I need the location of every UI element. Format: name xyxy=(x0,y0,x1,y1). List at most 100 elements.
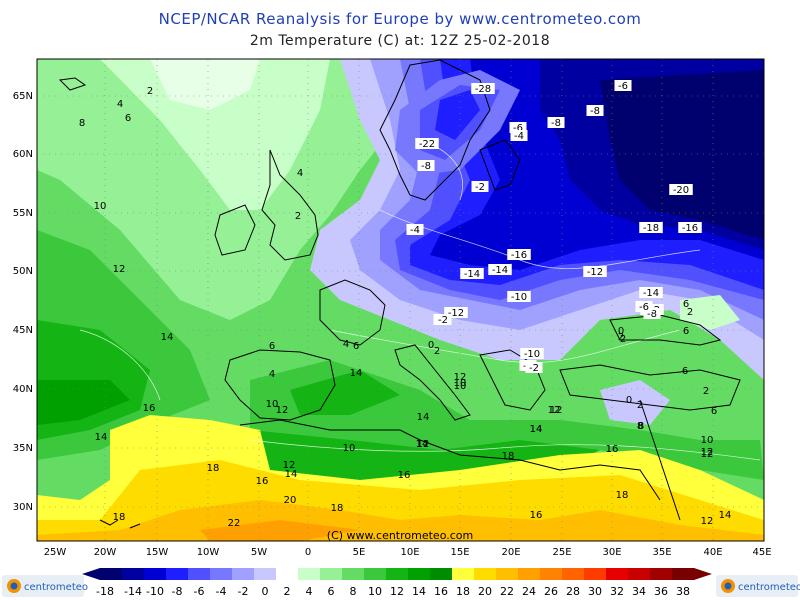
legend-tick-label: 12 xyxy=(390,585,404,598)
contour-label: 2 xyxy=(637,400,643,411)
contour-label: 14 xyxy=(530,424,543,435)
legend-swatch xyxy=(100,568,123,580)
contour-label: 4 xyxy=(343,339,349,350)
lon-label: 30E xyxy=(602,547,621,558)
legend-tick-label: 24 xyxy=(522,585,536,598)
legend-swatch xyxy=(188,568,211,580)
lon-label: 25W xyxy=(44,547,67,558)
contour-label: 6 xyxy=(711,406,717,417)
contour-label: -22 xyxy=(419,139,435,150)
contour-label-bg xyxy=(635,301,653,312)
contour-label: 6 xyxy=(683,299,689,310)
contour-label: 16 xyxy=(606,444,619,455)
contour-label: 14 xyxy=(416,439,429,450)
contour-label: 6 xyxy=(682,366,688,377)
contour-label: 10 xyxy=(266,399,279,410)
copyright-text: (C) www.centrometeo.com xyxy=(327,529,473,542)
contour-label: -6 xyxy=(639,302,649,313)
contour-label: 20 xyxy=(284,495,297,506)
contour-label-bg xyxy=(488,264,512,275)
contour-label: -2 xyxy=(438,315,448,326)
contour-label-bg xyxy=(510,130,528,141)
legend-swatch xyxy=(232,568,255,580)
contour-label: 18 xyxy=(207,463,220,474)
contour-label: 10 xyxy=(454,378,467,389)
legend-tick-label: 6 xyxy=(328,585,335,598)
lon-label: 10W xyxy=(197,547,220,558)
contour-label: 12 xyxy=(548,405,561,416)
legend-tick-label: 20 xyxy=(478,585,492,598)
contour-label: -12 xyxy=(448,308,464,319)
contour-label: -6 xyxy=(618,81,628,92)
contour-label: -2 xyxy=(529,363,539,374)
contour-label: -2 xyxy=(475,182,485,193)
legend-tick-label: 32 xyxy=(610,585,624,598)
lon-label: 0 xyxy=(305,547,311,558)
contour-label-bg xyxy=(460,268,484,279)
color-legend: -18 -14 -10 -8 -6 -4 -2 0 2 4 6 8 10 12 14 16 18 20 22 24 26… xyxy=(82,568,712,598)
legend-tick-label: 36 xyxy=(654,585,668,598)
contour-label: 2 xyxy=(687,307,693,318)
contour-label: 14 xyxy=(417,412,430,423)
legend-tick-label: 14 xyxy=(412,585,426,598)
contour-label: -16 xyxy=(682,223,698,234)
contour-label-bg xyxy=(643,308,661,319)
contour-label: -8 xyxy=(590,106,600,117)
contour-label: -8 xyxy=(551,118,561,129)
legend-tick-label: 8 xyxy=(350,585,357,598)
contour-label-bg xyxy=(509,122,527,133)
legend-swatch xyxy=(628,568,651,580)
legend-swatch xyxy=(298,568,321,580)
contour-label: 6 xyxy=(353,341,359,352)
lon-label: 5E xyxy=(353,547,366,558)
legend-swatch xyxy=(320,568,343,580)
legend-tick-label: 28 xyxy=(566,585,580,598)
legend-swatch xyxy=(584,568,607,580)
lat-label: 30N xyxy=(13,502,33,513)
contour-label: 12 xyxy=(701,447,714,458)
legend-swatch xyxy=(518,568,541,580)
lon-label: 20W xyxy=(94,547,117,558)
legend-tick-label: 38 xyxy=(676,585,690,598)
contour-label-bg xyxy=(525,362,543,373)
contour-label: -16 xyxy=(511,250,527,261)
contour-label: 18 xyxy=(616,490,629,501)
contour-label-bg xyxy=(444,307,468,318)
contour-label-bg xyxy=(417,160,435,171)
longitude-labels: 25W 20W 15W 10W 5W 0 5E 10E 15E 20E 25E … xyxy=(44,547,772,558)
legend-swatch xyxy=(342,568,365,580)
contour-label: -14 xyxy=(643,288,659,299)
contour-label: 14 xyxy=(161,332,174,343)
contour-label: 10 xyxy=(454,381,467,392)
legend-tick-label: 10 xyxy=(368,585,382,598)
legend-swatch xyxy=(562,568,585,580)
lat-label: 60N xyxy=(13,149,33,160)
contour-label: 10 xyxy=(94,201,107,212)
contour-label-bg xyxy=(547,117,565,128)
contour-label: -20 xyxy=(673,185,689,196)
contour-label: -10 xyxy=(511,292,527,303)
legend-tick-label: -10 xyxy=(146,585,164,598)
logo-right: centrometeo xyxy=(716,575,800,597)
contour-label: 4 xyxy=(117,99,123,110)
contour-label: 2 xyxy=(434,346,440,357)
lat-label: 50N xyxy=(13,266,33,277)
contour-label: 10 xyxy=(343,443,356,454)
legend-tick-label: 4 xyxy=(306,585,313,598)
lon-label: 20E xyxy=(501,547,520,558)
contour-label: -18 xyxy=(643,223,659,234)
contour-label-bg xyxy=(471,181,489,192)
contour-label: 2 xyxy=(147,86,153,97)
contour-label-bg xyxy=(678,222,702,233)
contour-label: 16 xyxy=(256,476,269,487)
contour-label: 18 xyxy=(502,451,515,462)
legend-swatch xyxy=(276,568,299,580)
contour-label: 0 xyxy=(618,326,624,337)
contour-label-bg xyxy=(586,105,604,116)
map-subtitle: 2m Temperature (C) at: 12Z 25-02-2018 xyxy=(249,33,551,49)
legend-swatch xyxy=(474,568,497,580)
legend-swatch xyxy=(672,568,695,580)
contour-label: -8 xyxy=(647,309,657,320)
legend-swatch xyxy=(496,568,519,580)
legend-tick-label: -8 xyxy=(172,585,183,598)
